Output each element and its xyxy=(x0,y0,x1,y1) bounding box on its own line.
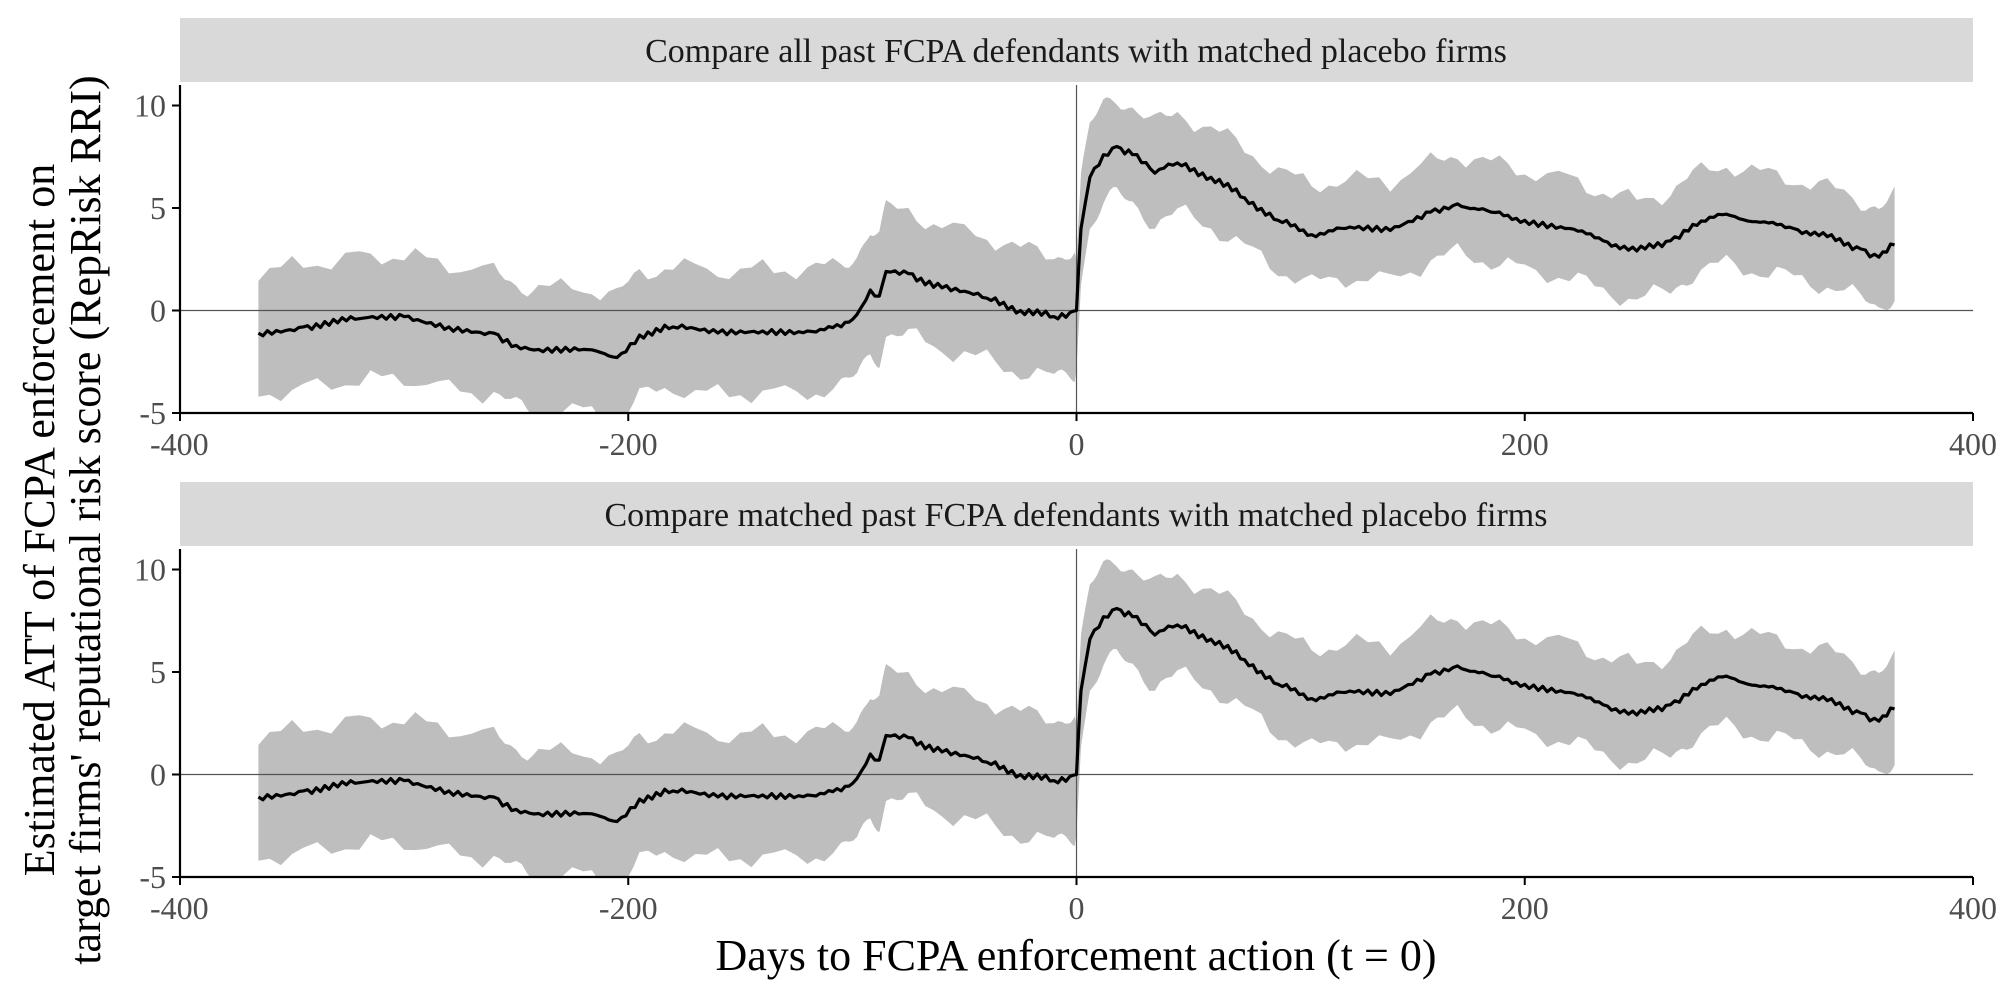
facet-strip-title: Compare matched past FCPA defendants wit… xyxy=(605,497,1548,534)
y-tick-label: -5 xyxy=(139,859,166,895)
y-tick-label: 5 xyxy=(150,654,166,690)
att-estimate-line xyxy=(257,606,1895,824)
y-tick-label: 10 xyxy=(134,88,166,124)
y-tick-label: 5 xyxy=(150,190,166,226)
x-tick-label: -400 xyxy=(150,890,209,926)
y-tick-label: 10 xyxy=(134,552,166,588)
facet-strip-background xyxy=(180,482,1973,546)
y-axis-title-line-1: Estimated ATT of FCPA enforcement on xyxy=(15,164,64,877)
x-tick-label: 400 xyxy=(1949,890,1997,926)
att-estimate-line xyxy=(257,144,1895,360)
y-axis-title-line-2: target firms' reputational risk score (R… xyxy=(61,75,110,964)
x-tick-label: 200 xyxy=(1501,890,1549,926)
x-tick-label: -200 xyxy=(599,426,658,462)
confidence-band xyxy=(258,559,1895,877)
x-tick-label: 400 xyxy=(1949,426,1997,462)
facet-strip-background xyxy=(180,18,1973,82)
panel-matched-defendants: Compare matched past FCPA defendants wit… xyxy=(134,482,1997,926)
x-tick-label: 0 xyxy=(1069,890,1085,926)
confidence-band xyxy=(258,97,1895,413)
y-tick-label: -5 xyxy=(139,395,166,431)
x-tick-label: 0 xyxy=(1069,426,1085,462)
x-tick-label: -400 xyxy=(150,426,209,462)
facet-strip-title: Compare all past FCPA defendants with ma… xyxy=(645,33,1507,70)
x-axis-title: Days to FCPA enforcement action (t = 0) xyxy=(716,931,1437,980)
y-tick-label: 0 xyxy=(150,293,166,329)
x-tick-label: 200 xyxy=(1501,426,1549,462)
x-tick-label: -200 xyxy=(599,890,658,926)
panel-all-defendants: Compare all past FCPA defendants with ma… xyxy=(134,18,1997,462)
y-tick-label: 0 xyxy=(150,757,166,793)
